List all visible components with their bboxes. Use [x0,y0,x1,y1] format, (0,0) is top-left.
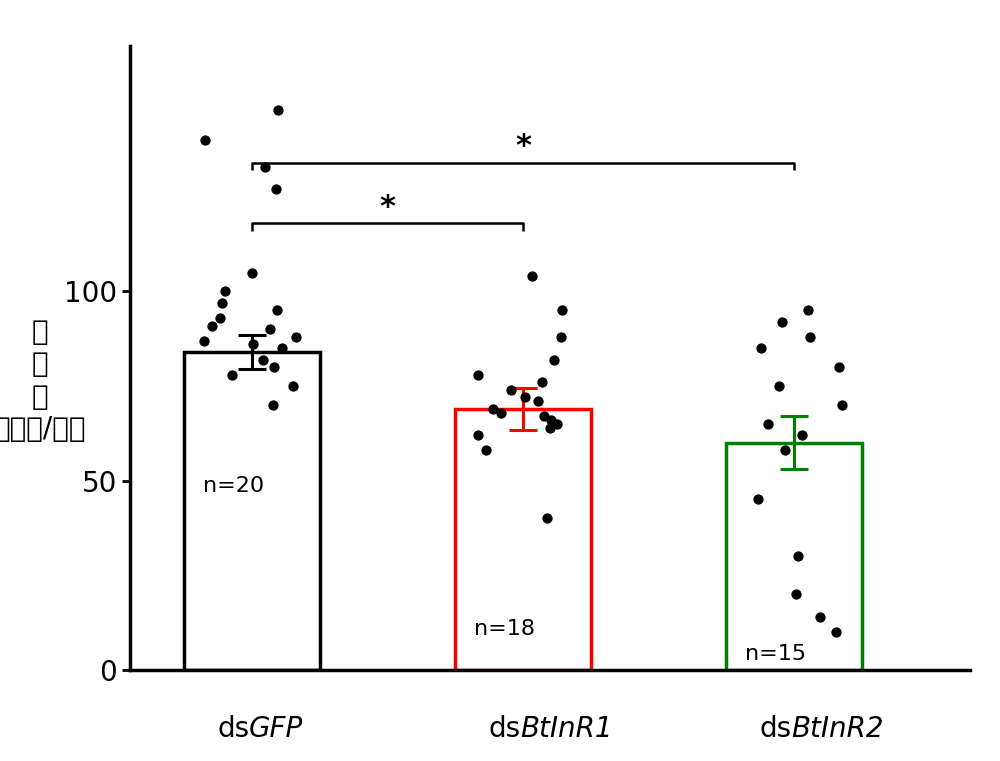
Text: GFP: GFP [249,715,303,743]
Point [255,353,271,365]
Point [546,353,562,365]
Point [269,304,285,317]
Point [753,342,769,355]
Point [812,610,828,622]
Point [774,316,790,328]
Point [750,493,766,505]
Point [536,410,552,422]
Point [217,285,233,298]
Text: BtInR2: BtInR2 [791,715,884,743]
Point [245,339,261,351]
Point [470,368,486,380]
Text: 产
卵
量
（个数/雌虫: 产 卵 量 （个数/雌虫 [0,318,86,443]
Text: n=20: n=20 [203,476,264,495]
Bar [184,352,320,670]
Point [517,391,533,403]
Point [553,331,569,343]
Point [285,380,301,392]
Text: *: * [515,132,531,161]
Text: ds: ds [759,715,791,743]
Point [828,626,844,638]
Point [788,588,804,600]
Point [274,342,290,355]
Point [493,406,509,419]
Point [214,297,230,309]
Point [549,418,565,430]
Bar [726,443,862,670]
Point [534,376,550,388]
Text: BtInR1: BtInR1 [520,715,613,743]
Point [524,270,540,282]
Point [554,304,570,317]
Text: *: * [379,193,395,221]
Point [265,399,281,411]
Text: n=15: n=15 [745,644,806,664]
Point [288,331,304,343]
Point [790,550,806,562]
Point [503,384,519,396]
Point [244,266,260,279]
Point [196,335,212,347]
Point [834,399,850,411]
Point [268,183,284,196]
Point [771,380,787,392]
Point [478,444,494,457]
Text: ds: ds [488,715,520,743]
Point [197,134,213,146]
Point [760,418,776,430]
Point [800,304,816,317]
Point [539,512,555,524]
Point [470,429,486,441]
Bar [455,409,591,670]
Point [204,320,220,332]
Point [542,422,558,434]
Point [270,103,286,116]
Text: n=18: n=18 [474,619,535,639]
Point [224,368,240,380]
Point [530,395,546,407]
Point [802,331,818,343]
Point [257,161,273,173]
Point [262,323,278,336]
Point [794,429,810,441]
Point [485,403,501,415]
Text: ds: ds [217,715,249,743]
Point [543,414,559,426]
Point [777,444,793,457]
Point [212,312,228,324]
Point [266,361,282,373]
Point [831,361,847,373]
